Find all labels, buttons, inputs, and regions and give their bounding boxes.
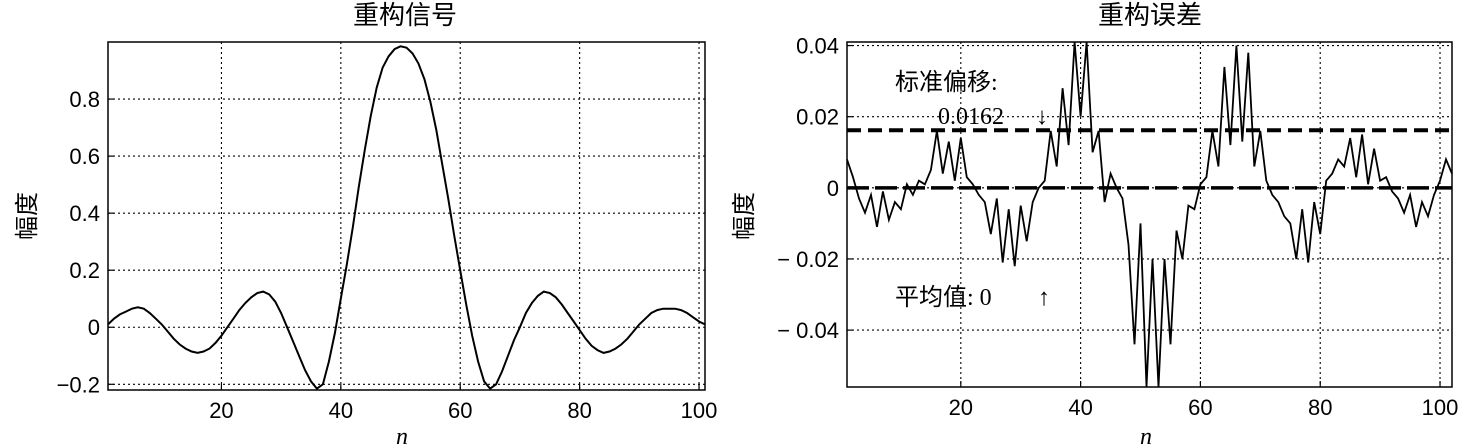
x-tick-label: 80 bbox=[1308, 395, 1332, 420]
chart-title: 重构误差 bbox=[1098, 1, 1202, 30]
y-tick-label: − 0.04 bbox=[777, 318, 839, 343]
chart-reconstructed-signal: 重构信号 20 40 60 80 100 −0.2 0 0.2 0.4 0.6 0.8 幅度 n bbox=[14, 1, 717, 446]
x-axis-label: n bbox=[1140, 424, 1152, 446]
signal-line bbox=[107, 45, 706, 390]
x-tick-label: 20 bbox=[949, 395, 973, 420]
x-tick-label: 80 bbox=[567, 398, 591, 423]
y-tick-label: −0.2 bbox=[57, 372, 100, 397]
plot-frame bbox=[107, 41, 706, 391]
x-tick-label: 60 bbox=[448, 398, 472, 423]
y-tick-label: 0 bbox=[88, 315, 100, 340]
std-annotation-value: 0.0162 bbox=[938, 104, 1004, 130]
mean-arrow-icon: ↑ bbox=[1038, 285, 1050, 311]
y-tick-label: 0.8 bbox=[69, 87, 100, 112]
chart-reconstruction-error: 重构误差 20 40 60 80 100 − 0.04 − 0.02 0 0.02 0.04 标准… bbox=[731, 1, 1458, 446]
axis-ticks: 20 40 60 80 100 −0.2 0 0.2 0.4 0.6 0.8 bbox=[57, 87, 718, 423]
grid bbox=[108, 42, 705, 390]
y-tick-label: 0 bbox=[827, 176, 839, 201]
y-tick-label: 0.6 bbox=[69, 144, 100, 169]
x-tick-label: 100 bbox=[681, 398, 718, 423]
y-axis-label: 幅度 bbox=[14, 192, 41, 240]
y-tick-label: − 0.02 bbox=[777, 247, 839, 272]
y-tick-label: 0.04 bbox=[796, 34, 839, 59]
x-tick-label: 100 bbox=[1422, 395, 1459, 420]
plot-frame bbox=[846, 41, 1453, 388]
std-annotation-label: 标准偏移: bbox=[895, 69, 998, 96]
x-tick-label: 40 bbox=[329, 398, 353, 423]
x-tick-label: 20 bbox=[209, 398, 233, 423]
std-arrow-icon: ↓ bbox=[1036, 104, 1048, 130]
x-tick-label: 40 bbox=[1068, 395, 1092, 420]
y-tick-label: 0.2 bbox=[69, 258, 100, 283]
chart-title: 重构信号 bbox=[353, 1, 457, 30]
error-line bbox=[846, 41, 1453, 388]
y-tick-label: 0.02 bbox=[796, 105, 839, 130]
x-axis-label: n bbox=[396, 424, 408, 446]
y-axis-label: 幅度 bbox=[731, 192, 758, 240]
x-tick-label: 60 bbox=[1188, 395, 1212, 420]
y-tick-label: 0.4 bbox=[69, 201, 100, 226]
mean-annotation-label: 平均值: 0 bbox=[895, 284, 992, 311]
axis-ticks: 20 40 60 80 100 − 0.04 − 0.02 0 0.02 0.04 bbox=[777, 34, 1458, 420]
